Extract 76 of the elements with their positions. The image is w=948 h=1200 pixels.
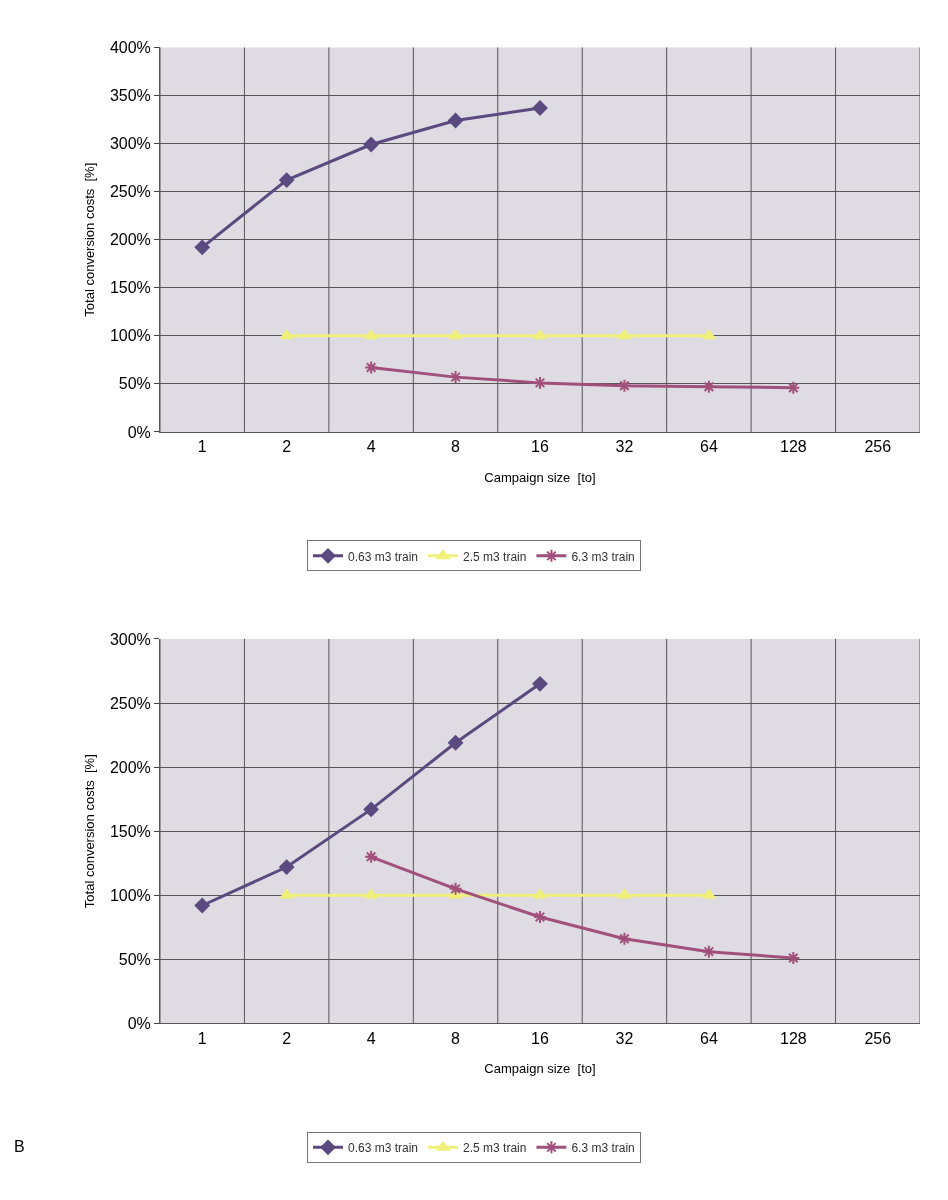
y-tick-label: 300% <box>109 630 151 648</box>
point <box>617 378 632 393</box>
legend-label: 0.63 m3 train <box>348 1141 419 1156</box>
point <box>363 801 379 817</box>
point <box>194 239 210 255</box>
y-tick-label: 150% <box>109 822 151 840</box>
point <box>448 112 464 128</box>
y-axis-title: Total conversion costs [%] <box>81 754 97 909</box>
y-tick-label: 400% <box>109 39 151 57</box>
x-tick-label: 128 <box>779 1029 807 1047</box>
x-axis-title: Campaign size [to] <box>484 469 596 485</box>
y-axis-title: Total conversion costs [%] <box>81 162 97 317</box>
x-tick-label: 32 <box>615 438 634 456</box>
y-tick-label: 100% <box>109 886 151 904</box>
point <box>279 859 295 875</box>
x-axis-title: Campaign size [to] <box>484 1061 596 1077</box>
x-tick-label: 2 <box>282 438 292 456</box>
point <box>702 889 716 899</box>
point <box>279 329 294 340</box>
x-tick-label: 64 <box>699 1029 718 1047</box>
x-tick-label: 256 <box>864 1029 892 1047</box>
point <box>533 375 547 390</box>
x-tick-label: 4 <box>366 438 376 456</box>
point <box>363 137 379 153</box>
y-tick-label: 300% <box>109 135 151 153</box>
point <box>532 100 548 116</box>
y-tick-label: 0% <box>127 1015 151 1033</box>
point <box>448 370 463 385</box>
point <box>701 944 716 959</box>
y-tick-label: 100% <box>109 327 151 345</box>
y-tick-label: 50% <box>118 950 151 968</box>
legend-label: 2.5 m3 train <box>463 1141 527 1156</box>
point <box>701 379 716 394</box>
x-tick-label: 8 <box>451 438 461 456</box>
point <box>617 931 632 946</box>
y-tick-label: 200% <box>109 231 151 249</box>
point <box>533 329 547 340</box>
x-tick-label: 4 <box>366 1029 376 1047</box>
point <box>533 889 547 899</box>
point <box>786 380 801 395</box>
y-tick-label: 250% <box>109 694 151 712</box>
legend-label: 0.63 m3 train <box>348 549 419 564</box>
x-tick-label: 8 <box>451 1029 461 1047</box>
x-tick-label: 16 <box>531 438 549 456</box>
point <box>194 898 210 913</box>
x-tick-label: 256 <box>864 438 892 456</box>
point <box>533 910 547 925</box>
point <box>448 735 464 751</box>
point <box>617 329 632 340</box>
point <box>448 329 463 340</box>
y-tick-label: 150% <box>109 279 151 297</box>
legend-label: 6.3 m3 train <box>571 549 635 564</box>
x-tick-label: 32 <box>615 1029 634 1047</box>
point <box>364 849 379 864</box>
point <box>532 676 548 692</box>
x-tick-label: 128 <box>779 438 807 456</box>
point <box>279 172 295 188</box>
y-tick-label: 0% <box>127 423 151 441</box>
y-tick-label: 50% <box>118 375 151 393</box>
x-tick-label: 64 <box>699 438 718 456</box>
point <box>364 329 378 340</box>
text: B <box>14 1138 25 1155</box>
x-tick-label: 16 <box>531 1029 549 1047</box>
y-tick-label: 250% <box>109 183 151 201</box>
legend-label: 2.5 m3 train <box>463 549 527 564</box>
point <box>448 881 463 896</box>
legend-label: 6.3 m3 train <box>571 1141 635 1156</box>
y-tick-label: 350% <box>109 87 151 105</box>
x-tick-label: 1 <box>197 1029 207 1047</box>
y-tick-label: 200% <box>109 758 151 776</box>
x-tick-label: 2 <box>282 1029 292 1047</box>
x-tick-label: 1 <box>197 438 207 456</box>
point <box>702 329 716 340</box>
point <box>364 360 379 375</box>
point <box>786 951 801 966</box>
point <box>364 889 378 899</box>
